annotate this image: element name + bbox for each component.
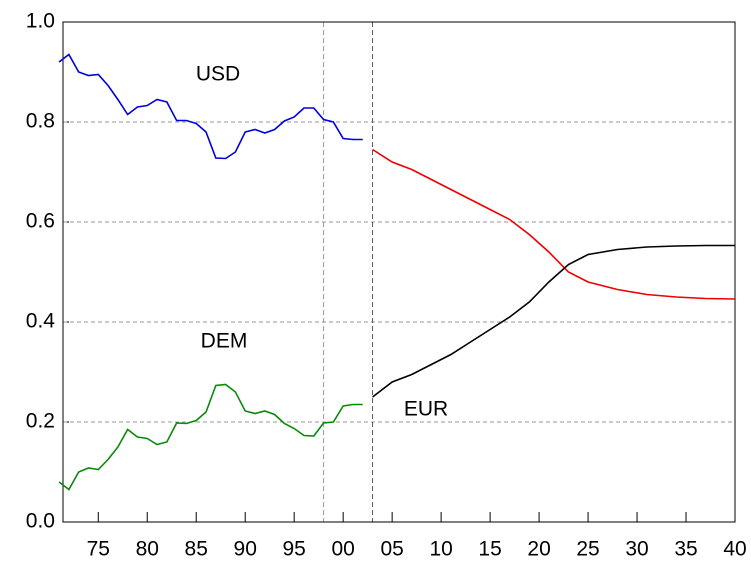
- series-label: EUR: [404, 398, 448, 421]
- x-tick-label: 20: [527, 538, 550, 561]
- x-tick-label: 35: [674, 538, 697, 561]
- y-tick-label: 0.4: [26, 310, 56, 333]
- plot-frame: [62, 21, 736, 523]
- x-tick-label: 40: [723, 538, 746, 561]
- x-tick-label: 90: [234, 538, 257, 561]
- x-tick-label: 15: [478, 538, 501, 561]
- y-tick-label: 0.0: [26, 510, 55, 533]
- series-label: USD: [196, 63, 240, 86]
- x-tick-label: 10: [429, 538, 452, 561]
- x-tick-label: 25: [576, 538, 599, 561]
- x-tick-label: 95: [283, 538, 306, 561]
- y-tick-label: 0.2: [26, 410, 55, 433]
- series-label: DEM: [201, 330, 248, 353]
- y-tick-label: 0.8: [26, 110, 55, 133]
- x-tick-label: 80: [136, 538, 159, 561]
- x-tick-label: 75: [87, 538, 110, 561]
- y-tick-label: 1.0: [26, 10, 55, 33]
- x-tick-label: 05: [380, 538, 403, 561]
- series-line: [58, 383, 363, 491]
- series-line: [58, 53, 363, 160]
- x-tick-label: 30: [625, 538, 648, 561]
- y-tick-label: 0.6: [26, 210, 55, 233]
- series-line: [372, 244, 735, 398]
- x-tick-label: 00: [331, 538, 354, 561]
- series-line: [372, 148, 736, 300]
- x-tick-label: 85: [185, 538, 208, 561]
